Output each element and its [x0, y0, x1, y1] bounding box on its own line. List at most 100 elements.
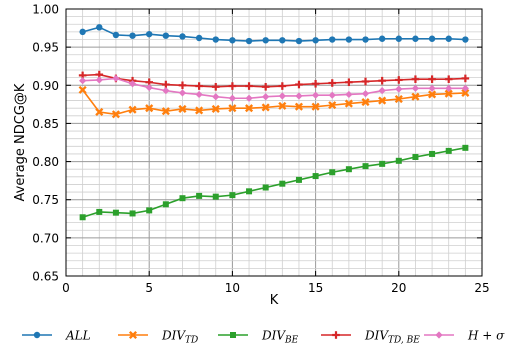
- data-point: [78, 85, 87, 94]
- marker-stroke: [411, 92, 420, 101]
- data-point: [212, 193, 219, 200]
- data-point: [378, 35, 386, 42]
- legend: ALL DIVTD DIVBE DIVTD, BE H + σ: [22, 329, 505, 346]
- series-layer: [78, 24, 470, 221]
- y-tick-label: 0.90: [32, 79, 59, 93]
- y-tick-label: 0.65: [32, 270, 59, 284]
- axis-ticks: 0 5 10 15 20 25 0.65 0.70 0.75 0.80 0.85 0.90 0.95 1.…: [32, 3, 489, 296]
- data-point: [228, 104, 237, 113]
- data-point: [328, 79, 337, 87]
- data-point: [345, 78, 353, 87]
- legend-label-base: DIV: [364, 329, 389, 343]
- data-point: [128, 105, 137, 114]
- data-point: [245, 37, 253, 45]
- marker-stroke: [228, 104, 237, 113]
- data-point: [394, 94, 403, 104]
- data-point: [429, 150, 436, 157]
- data-point: [261, 83, 270, 91]
- legend-label: DIVTD, BE: [364, 329, 420, 346]
- legend-entry-0: ALL: [22, 329, 91, 343]
- series-1: [78, 85, 470, 119]
- data-point: [79, 28, 86, 36]
- data-point: [112, 209, 119, 216]
- data-point: [95, 76, 103, 84]
- data-point: [79, 77, 87, 85]
- data-point: [395, 85, 403, 93]
- data-point: [79, 214, 86, 221]
- marker-stroke: [261, 103, 270, 112]
- data-point: [195, 90, 203, 99]
- data-point: [378, 87, 386, 95]
- x-tick-label: 10: [225, 281, 240, 295]
- data-point: [262, 93, 270, 101]
- marker-stroke: [361, 98, 370, 107]
- data-point: [395, 76, 403, 84]
- data-point: [279, 37, 286, 44]
- data-point: [278, 92, 286, 100]
- data-point: [212, 36, 219, 43]
- legend-marker: [230, 332, 236, 338]
- data-point: [361, 90, 370, 98]
- data-point: [312, 173, 319, 180]
- data-point: [96, 24, 103, 31]
- data-point: [462, 144, 469, 151]
- marker-stroke: [378, 96, 387, 105]
- data-point: [146, 207, 153, 214]
- series-line: [82, 26, 466, 42]
- data-point: [428, 90, 437, 99]
- data-point: [262, 37, 269, 44]
- data-point: [129, 210, 136, 217]
- data-point: [445, 35, 452, 42]
- y-tick-label: 0.70: [32, 231, 59, 245]
- data-point: [196, 192, 203, 199]
- data-point: [379, 160, 386, 167]
- data-point: [178, 81, 187, 90]
- data-point: [361, 98, 370, 107]
- x-tick-label: 20: [391, 281, 406, 295]
- marker-stroke: [328, 101, 337, 110]
- data-point: [295, 176, 302, 183]
- data-point: [261, 103, 270, 112]
- data-point: [146, 30, 153, 38]
- x-axis-label: K: [270, 293, 279, 308]
- data-point: [295, 80, 303, 89]
- data-point: [412, 35, 419, 42]
- data-point: [129, 32, 136, 39]
- series-4: [79, 74, 469, 102]
- data-point: [329, 169, 336, 176]
- data-point: [128, 80, 137, 88]
- data-point: [311, 79, 320, 88]
- data-point: [112, 31, 120, 39]
- data-point: [145, 83, 153, 92]
- series-0: [79, 24, 469, 45]
- data-point: [262, 184, 269, 191]
- marker-stroke: [178, 104, 187, 113]
- data-point: [444, 89, 453, 98]
- data-point: [345, 36, 353, 43]
- marker-stroke: [161, 107, 170, 116]
- marker-stroke: [211, 104, 220, 113]
- data-point: [162, 87, 170, 95]
- legend-entry-2: DIVBE: [218, 329, 299, 346]
- legend-label: DIVTD: [161, 329, 198, 346]
- data-point: [312, 91, 320, 99]
- data-point: [195, 82, 203, 90]
- data-point: [229, 192, 236, 199]
- marker-stroke: [95, 107, 104, 117]
- legend-label-base: ALL: [65, 329, 91, 343]
- marker-stroke: [294, 102, 304, 111]
- data-point: [344, 99, 353, 108]
- data-point: [111, 110, 120, 119]
- legend-marker: [33, 331, 41, 339]
- legend-marker: [435, 331, 443, 339]
- data-point: [362, 163, 369, 170]
- data-point: [295, 37, 303, 45]
- data-point: [278, 82, 287, 90]
- data-point: [228, 94, 236, 102]
- y-tick-label: 0.80: [32, 155, 59, 169]
- data-point: [395, 157, 402, 164]
- series-line: [82, 89, 466, 116]
- legend-label: ALL: [65, 329, 91, 343]
- legend-label-base: DIV: [161, 329, 186, 343]
